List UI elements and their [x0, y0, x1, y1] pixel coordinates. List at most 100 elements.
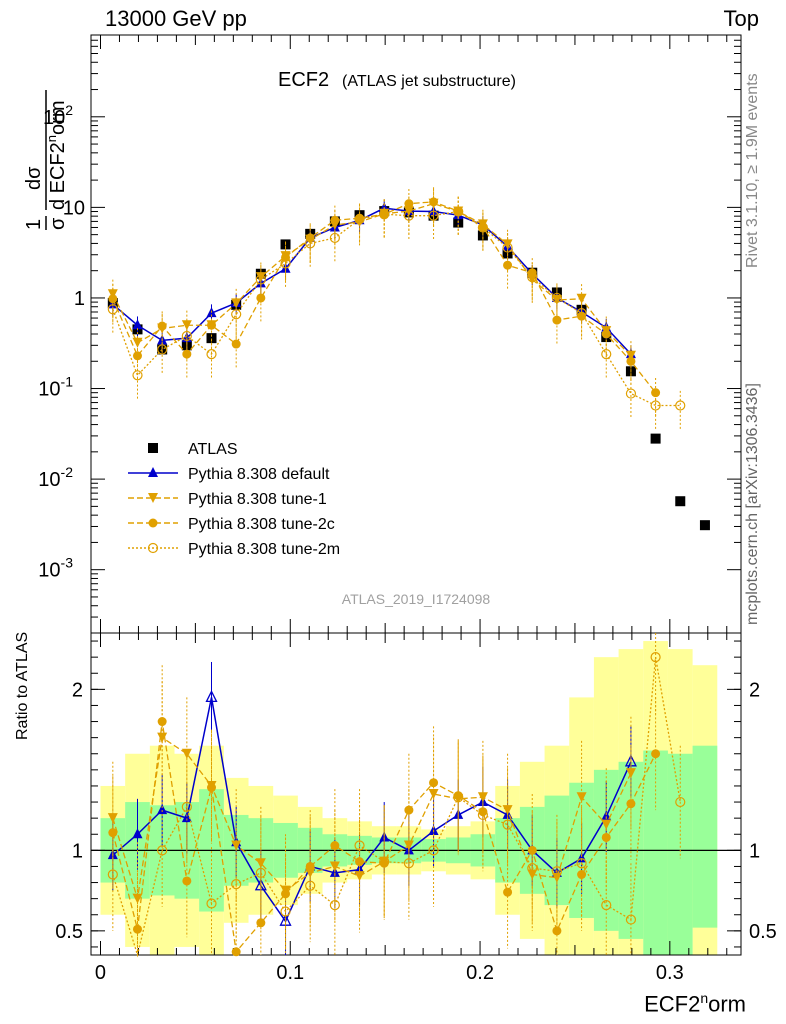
- main-y-tick-label: 10-2: [38, 464, 73, 491]
- ratio-data-point: [354, 840, 365, 851]
- ylabel-frac2-den-sup: n: [44, 135, 59, 142]
- ratio-data-point: [107, 869, 118, 880]
- main-data-point: [206, 333, 217, 344]
- main-data-point: [157, 344, 168, 355]
- main-data-point: [231, 298, 242, 309]
- ratio-data-point: [255, 867, 266, 878]
- ratio-data-point: [256, 918, 266, 928]
- x-axis-label: ECF2norm: [644, 990, 746, 1017]
- main-y-tick-label: 10-1: [38, 374, 73, 401]
- legend-marker: [148, 518, 158, 528]
- legend-label: Pythia 8.308 tune-2m: [188, 541, 340, 558]
- main-data-point: [280, 258, 291, 269]
- main-data-point: [453, 206, 464, 217]
- legend: ATLAS Pythia 8.308 default Pythia 8.308 tu…: [128, 441, 340, 558]
- main-data-point: [330, 215, 340, 225]
- ratio-y-tick-label: 2: [72, 679, 83, 701]
- green-band-bin: [692, 745, 718, 928]
- ylabel-frac1-den: σ: [47, 217, 66, 230]
- main-data-point: [428, 210, 439, 221]
- ratio-data-point: [601, 899, 612, 911]
- green-band-bin: [643, 750, 668, 955]
- main-data-point: [329, 232, 340, 244]
- legend-entry: ATLAS: [148, 441, 238, 458]
- analysis-watermark: ATLAS_2019_I1724098: [342, 591, 491, 607]
- ratio-data-point: [279, 913, 292, 926]
- legend-marker: [147, 542, 159, 554]
- legend-label: Pythia 8.308 default: [188, 466, 330, 483]
- ratio-data-point: [551, 866, 563, 877]
- ratio-data-point: [207, 783, 217, 793]
- main-data-point: [551, 292, 563, 304]
- ratio-data-point: [181, 748, 192, 759]
- ratio-data-point: [108, 828, 118, 838]
- ratio-x-tick-label: 0.1: [276, 962, 304, 984]
- ratio-data-point: [675, 796, 686, 808]
- ratio-data-point: [601, 819, 612, 830]
- ratio-data-point: [281, 889, 291, 899]
- ratio-data-point: [403, 840, 414, 851]
- main-y-tick-label: 10: [63, 197, 85, 219]
- main-data-point: [650, 433, 661, 444]
- ratio-data-point: [429, 778, 439, 788]
- ratio-data-point: [231, 879, 242, 890]
- legend-entry: Pythia 8.308 tune-2m: [128, 541, 340, 558]
- main-data-point: [453, 206, 463, 216]
- ratio-data-point: [576, 858, 587, 869]
- legend-entry: Pythia 8.308 tune-1: [128, 491, 327, 508]
- ratio-data-point: [182, 876, 192, 886]
- ratio-series-pythia-8-308-tune-2m: [107, 633, 686, 958]
- main-data-point: [601, 348, 612, 360]
- ratio-data-point: [354, 871, 365, 882]
- header-right: Top: [723, 6, 759, 31]
- ratio-data-point: [379, 856, 390, 867]
- ratio-data-point: [527, 845, 537, 855]
- main-data-point: [107, 289, 118, 300]
- ratio-frame-box: [90, 632, 742, 956]
- ratio-data-point: [527, 862, 538, 874]
- ratio-data-point: [552, 926, 562, 936]
- ratio-y-tick-label: 1: [72, 840, 83, 862]
- ratio-data-point: [157, 845, 168, 856]
- main-data-point: [675, 400, 686, 411]
- legend-marker: [148, 467, 158, 477]
- ratio-series-line: [112, 697, 632, 923]
- main-data-point: [675, 496, 686, 507]
- ratio-data-point: [503, 887, 513, 897]
- legend-entry: Pythia 8.308 tune-2c: [128, 516, 335, 533]
- main-data-point: [699, 520, 710, 531]
- main-data-point: [107, 304, 118, 315]
- x-axis-label-base: ECF2: [644, 991, 701, 1017]
- plot-title: ECF2: [278, 69, 329, 91]
- ratio-x-tick-label: 0.2: [466, 962, 494, 984]
- ylabel-frac2-num: dσ: [23, 166, 45, 190]
- ratio-series-line: [112, 736, 632, 899]
- main-data-point: [181, 330, 192, 342]
- main-y-tick-label: 1: [74, 288, 85, 310]
- main-data-point: [157, 321, 167, 331]
- main-data-point: [255, 274, 266, 285]
- legend-marker: [148, 443, 158, 453]
- ratio-data-point: [255, 858, 266, 869]
- ylabel-frac2-den: d ECF2norm: [44, 101, 66, 211]
- ratio-data-point: [231, 947, 241, 957]
- main-data-point: [477, 222, 488, 233]
- ratio-data-point: [181, 812, 192, 823]
- main-series-group: [107, 187, 710, 531]
- main-data-point: [379, 209, 390, 220]
- legend-label: ATLAS: [188, 441, 238, 458]
- ratio-data-point: [157, 804, 168, 815]
- ratio-data-point: [280, 906, 291, 917]
- main-data-point: [502, 242, 513, 253]
- ratio-data-point: [477, 809, 488, 821]
- main-data-point: [354, 214, 365, 225]
- ratio-y-tick-label: 0.5: [55, 921, 83, 943]
- ratio-x-tick-label: 0.3: [656, 962, 684, 984]
- ratio-plot-frame: 0 0.1 0.2 0.3 0.5 0.5 1 1 2 2: [55, 632, 777, 984]
- main-series-line: [112, 202, 632, 357]
- main-series-pythia-8-308-tune-2m: [107, 196, 686, 429]
- ratio-data-point: [330, 841, 340, 851]
- main-data-point: [404, 199, 414, 209]
- ratio-data-point: [404, 805, 414, 815]
